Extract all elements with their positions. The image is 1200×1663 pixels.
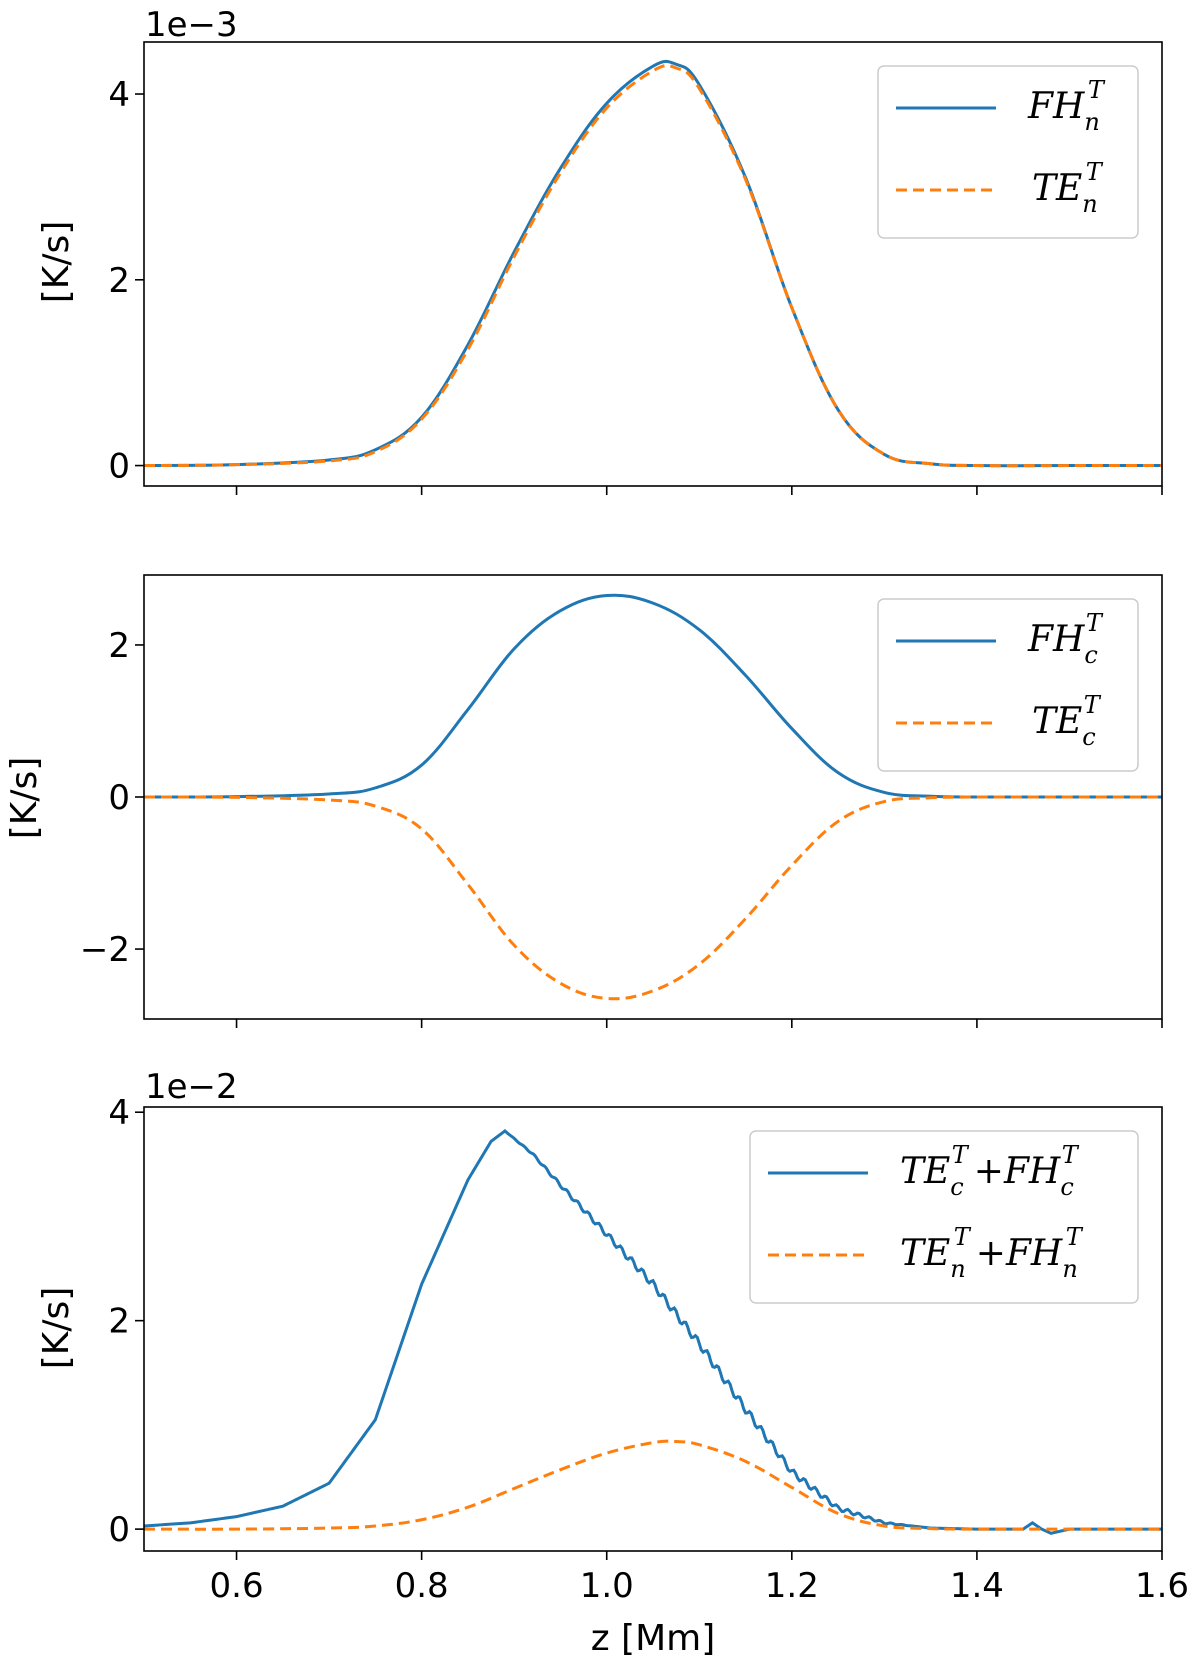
legend-label-sum-c: TEcT +FHcT [900, 1141, 1080, 1201]
y-tick-label: 4 [108, 75, 130, 115]
y-tick-label: 0 [108, 778, 130, 818]
legend-label-te-c: TEcT [1032, 691, 1102, 751]
y-tick-label: −2 [80, 930, 130, 970]
legend-label-sum-n: TEnT +FHnT [900, 1223, 1084, 1283]
plot-frame-top [143, 41, 1163, 487]
x-tick-label: 1.0 [580, 1566, 634, 1606]
x-tick-label: 1.6 [1135, 1566, 1189, 1606]
legend-bottom: TEcT +FHcT TEnT +FHnT [749, 1130, 1139, 1304]
legend-middle: FHcT TEcT [877, 598, 1139, 772]
y-tick-label: 0 [108, 1510, 130, 1550]
y-tick-label: 2 [108, 1302, 130, 1342]
legend-top: FHnT TEnT [877, 65, 1139, 239]
x-tick-label: 1.4 [950, 1566, 1004, 1606]
y-axis-label-middle: [K/s] [4, 757, 45, 840]
legend-label-fh-n: FHnT [1027, 76, 1106, 136]
y-axis-label-bottom: [K/s] [36, 1287, 77, 1370]
plot-frame-bottom [143, 1106, 1163, 1552]
panel-top: 1e−3 [K/s] 0 2 4 FHnT TEnT [36, 5, 1163, 495]
offset-label-top: 1e−3 [145, 5, 238, 45]
x-tick-label: 0.6 [210, 1566, 264, 1606]
series-line-dashed [143, 64, 1162, 468]
y-tick-label: 4 [108, 1093, 130, 1133]
panel-middle: [K/s] −2 0 2 FHcT TEcT [4, 574, 1163, 1028]
y-tick-label: 2 [108, 261, 130, 301]
y-tick-label: 0 [108, 447, 130, 487]
legend-label-te-n: TEnT [1032, 158, 1104, 218]
y-axis-label-top: [K/s] [36, 221, 77, 304]
series-line-dashed [143, 1439, 1162, 1531]
offset-label-bottom: 1e−2 [145, 1067, 238, 1107]
series-line-dashed [143, 795, 1162, 1001]
legend-label-fh-c: FHcT [1027, 609, 1104, 669]
x-tick-label: 0.8 [395, 1566, 449, 1606]
x-tick-label: 1.2 [765, 1566, 819, 1606]
y-tick-label: 2 [108, 626, 130, 666]
series-line-solid [143, 1129, 1162, 1535]
x-axis-label: z [Mm] [591, 1618, 716, 1659]
